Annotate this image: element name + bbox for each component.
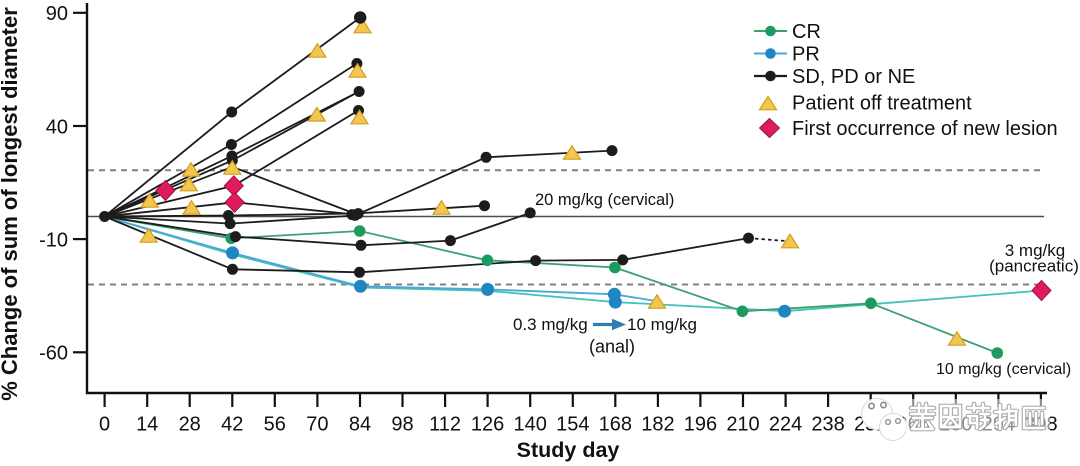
svg-text:(pancreatic): (pancreatic) [989, 257, 1079, 276]
svg-text:Study day: Study day [517, 438, 620, 462]
svg-text:168: 168 [599, 414, 632, 436]
svg-text:28: 28 [179, 414, 201, 436]
svg-text:238: 238 [811, 414, 844, 436]
svg-text:Patient off treatment: Patient off treatment [792, 93, 972, 115]
svg-text:196: 196 [684, 414, 717, 436]
svg-text:0: 0 [99, 414, 110, 436]
svg-text:126: 126 [471, 414, 504, 436]
svg-text:3 mg/kg: 3 mg/kg [1005, 241, 1065, 260]
svg-text:70: 70 [306, 414, 328, 436]
svg-text:40: 40 [46, 116, 68, 138]
svg-text:SD, PD or NE: SD, PD or NE [792, 66, 915, 88]
svg-text:98: 98 [391, 414, 413, 436]
svg-text:% Change of sum of longest dia: % Change of sum of longest diameter [0, 7, 22, 401]
svg-text:-60: -60 [39, 343, 68, 365]
svg-text:14: 14 [136, 414, 158, 436]
svg-text:210: 210 [726, 414, 759, 436]
svg-text:112: 112 [429, 414, 461, 436]
svg-text:10 mg/kg (cervical): 10 mg/kg (cervical) [936, 361, 1071, 378]
svg-text:56: 56 [264, 414, 286, 436]
svg-text:0.3 mg/kg: 0.3 mg/kg [513, 315, 588, 334]
svg-text:CR: CR [792, 21, 821, 43]
svg-text:-10: -10 [39, 229, 68, 251]
svg-text:(anal): (anal) [589, 337, 635, 357]
svg-text:182: 182 [641, 414, 674, 436]
svg-text:90: 90 [46, 3, 68, 25]
svg-text:42: 42 [221, 414, 243, 436]
svg-text:154: 154 [556, 414, 589, 436]
svg-text:140: 140 [514, 414, 547, 436]
svg-text:10 mg/kg: 10 mg/kg [627, 315, 697, 334]
svg-text:84: 84 [349, 414, 371, 436]
svg-text:224: 224 [769, 414, 802, 436]
svg-text:First occurrence of new lesion: First occurrence of new lesion [792, 118, 1058, 140]
svg-text:PR: PR [792, 44, 820, 66]
svg-text:20 mg/kg (cervical): 20 mg/kg (cervical) [535, 191, 674, 209]
